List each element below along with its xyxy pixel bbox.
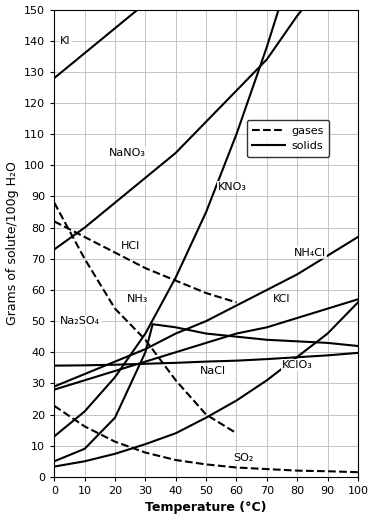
Text: NH₄Cl: NH₄Cl xyxy=(294,248,326,257)
Text: KClO₃: KClO₃ xyxy=(282,360,313,370)
Text: KCl: KCl xyxy=(273,294,291,304)
Y-axis label: Grams of solute/100g H₂O: Grams of solute/100g H₂O xyxy=(6,161,19,325)
Legend: gases, solids: gases, solids xyxy=(246,120,329,157)
Text: NaCl: NaCl xyxy=(200,366,226,376)
Text: NaNO₃: NaNO₃ xyxy=(109,148,146,158)
Text: KNO₃: KNO₃ xyxy=(218,182,247,192)
Text: SO₂: SO₂ xyxy=(233,453,254,463)
Text: Na₂SO₄: Na₂SO₄ xyxy=(60,316,101,326)
Text: NH₃: NH₃ xyxy=(127,294,148,304)
Text: HCl: HCl xyxy=(121,241,140,251)
X-axis label: Temperature (°C): Temperature (°C) xyxy=(145,501,267,514)
Text: KI: KI xyxy=(60,36,71,46)
